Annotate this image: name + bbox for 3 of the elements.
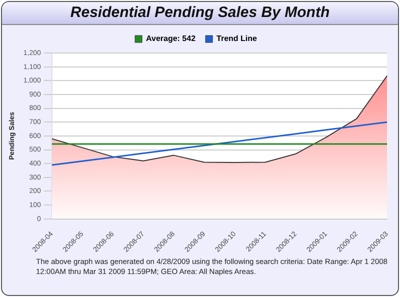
legend-label: Trend Line (216, 34, 258, 44)
chart-title: Residential Pending Sales By Month (2, 2, 398, 25)
legend-label: Average: 542 (146, 34, 196, 44)
